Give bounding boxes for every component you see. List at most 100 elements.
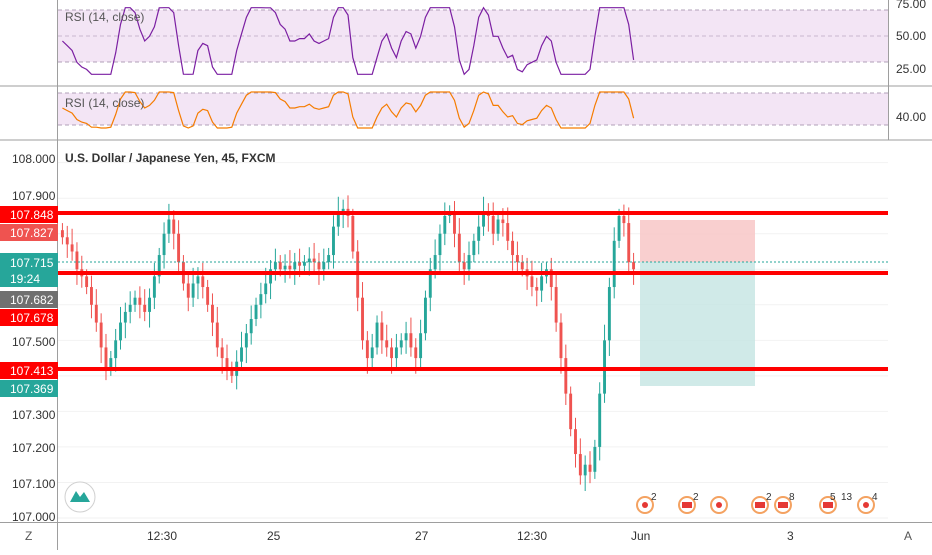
position-target-zone[interactable] [640, 262, 755, 386]
candle-body [530, 276, 534, 288]
candle-body [341, 208, 345, 213]
rsi-axis[interactable]: 75.00 50.00 25.00 40.00 [888, 0, 927, 140]
time-tick: 25 [267, 529, 281, 543]
candle-body [574, 429, 577, 455]
time-tick: 3 [787, 529, 794, 543]
candle-body [607, 287, 611, 341]
candle-body [462, 262, 466, 270]
price-tick: 108.000 [12, 152, 56, 166]
event-marker[interactable]: 8 [774, 492, 795, 514]
candle-body [123, 311, 127, 323]
candle-body [336, 212, 340, 227]
bar-countdown: 19:24 [10, 272, 40, 286]
candle-body [598, 393, 602, 447]
tradingview-logo[interactable] [64, 481, 96, 513]
candle-body [472, 240, 476, 256]
candle-body [152, 276, 156, 298]
candle-body [559, 322, 563, 359]
candle-body [375, 322, 379, 348]
candle-body [278, 262, 282, 270]
candle-body [399, 340, 403, 348]
price-axis[interactable]: 108.000 107.900 107.500 107.300 107.200 … [0, 0, 58, 550]
level-badge-mid [0, 309, 58, 326]
candle-body [157, 255, 161, 277]
candle-body [385, 340, 389, 348]
candle-body [70, 244, 74, 252]
svg-text:2: 2 [693, 492, 699, 503]
candle-body [409, 333, 413, 348]
candle-body [361, 297, 364, 341]
rsi-band-2 [58, 93, 888, 125]
candle-body [414, 347, 418, 359]
candle-body [511, 240, 515, 256]
time-axis[interactable]: 12:30 25 27 12:30 Jun 3 Z A [0, 522, 932, 544]
candle-body [491, 215, 495, 234]
candle-body [85, 276, 89, 288]
candle-body [225, 358, 229, 369]
event-marker[interactable] [710, 496, 728, 514]
svg-text:2: 2 [651, 492, 657, 503]
candle-body [298, 262, 302, 266]
candle-body [443, 215, 447, 234]
time-tick: 12:30 [517, 529, 547, 543]
candle-body [419, 333, 423, 359]
candle-body [482, 212, 485, 227]
rsi-tick: 50.00 [896, 29, 926, 43]
candle-body [627, 223, 631, 263]
event-marker[interactable]: 4 [857, 492, 878, 514]
rsi-panel-1[interactable]: RSI (14, close) [58, 6, 888, 76]
svg-text:2: 2 [766, 492, 772, 503]
level-badge-top [0, 206, 58, 223]
candle-body [622, 215, 626, 224]
position-stop-zone[interactable] [640, 220, 755, 262]
svg-text:13: 13 [841, 492, 853, 503]
candle-body [196, 276, 200, 284]
auto-scale-button[interactable]: A [904, 529, 912, 543]
price-pane[interactable]: U.S. Dollar / Japanese Yen, 45, FXCM 2 2… [58, 151, 888, 519]
candle-body [60, 230, 64, 238]
candle-body [404, 333, 408, 341]
event-marker[interactable]: 2 [636, 492, 657, 514]
svg-text:107.682: 107.682 [10, 293, 54, 307]
candle-body [138, 297, 142, 305]
rsi-2-line [62, 91, 635, 129]
event-markers[interactable]: 2 2 2 8 5 13 4 [636, 492, 878, 514]
candle-body [148, 297, 151, 312]
candle-body [90, 287, 93, 305]
event-marker[interactable]: 2 [751, 492, 772, 514]
svg-text:107.848: 107.848 [10, 208, 54, 222]
rsi-panel-2[interactable]: RSI (14, close) [58, 91, 888, 129]
candle-body [201, 276, 205, 288]
candle-body [588, 464, 592, 472]
time-tick: Jun [631, 529, 650, 543]
candle-body [453, 212, 456, 234]
candle-body [428, 269, 432, 298]
candle-body [496, 219, 500, 234]
candle-body [114, 340, 118, 359]
candle-body [109, 358, 113, 369]
svg-text:107.413: 107.413 [10, 364, 54, 378]
candle-body [365, 340, 369, 359]
zoom-button[interactable]: Z [25, 529, 32, 543]
symbol-title: U.S. Dollar / Japanese Yen, 45, FXCM [65, 151, 276, 165]
candle-body [535, 287, 539, 291]
candle-body [380, 322, 384, 341]
rsi-tick: 75.00 [896, 0, 926, 11]
rsi-2-label: RSI (14, close) [65, 96, 144, 110]
candle-body [515, 255, 519, 263]
candle-body [423, 297, 427, 334]
candle-body [612, 240, 616, 288]
target-badge [0, 380, 58, 397]
event-marker[interactable]: 2 [678, 492, 699, 514]
candle-body [143, 304, 147, 312]
candle-body [583, 464, 587, 476]
candle-body [273, 262, 277, 270]
price-tick: 107.300 [12, 408, 56, 422]
candle-body [254, 304, 258, 320]
event-marker[interactable]: 5 13 [819, 492, 853, 514]
candle-body [119, 322, 122, 341]
svg-text:8: 8 [789, 492, 795, 503]
candle-body [549, 269, 553, 288]
